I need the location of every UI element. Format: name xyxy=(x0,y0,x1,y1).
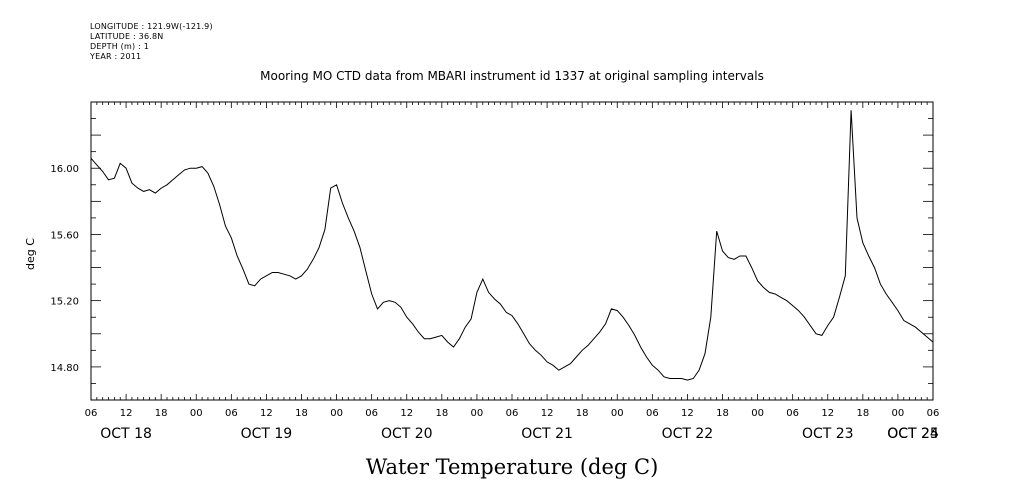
x-axis-label: Water Temperature (deg C) xyxy=(366,455,659,479)
x-tick-label: 06 xyxy=(506,408,519,419)
x-tick-label: 18 xyxy=(716,408,729,419)
x-day-label: OCT 22 xyxy=(662,426,714,442)
x-day-label: OCT 20 xyxy=(381,426,433,442)
x-tick-label: 06 xyxy=(927,408,940,419)
x-tick-label: 18 xyxy=(295,408,308,419)
x-tick-label: 18 xyxy=(856,408,869,419)
chart-title: Mooring MO CTD data from MBARI instrumen… xyxy=(260,69,764,83)
x-day-label: OCT 25 xyxy=(887,426,939,442)
x-tick-label: 00 xyxy=(611,408,624,419)
x-day-label: OCT 19 xyxy=(241,426,293,442)
y-tick-label: 15.60 xyxy=(50,230,79,241)
x-tick-label: 12 xyxy=(120,408,133,419)
x-day-label: OCT 24 xyxy=(887,426,939,442)
x-tick-label: 12 xyxy=(260,408,273,419)
x-tick-label: 12 xyxy=(400,408,413,419)
data-series xyxy=(90,110,934,381)
x-tick-label: 00 xyxy=(751,408,764,419)
x-tick-label: 06 xyxy=(646,408,659,419)
metadata-block: LONGITUDE : 121.9W(-121.9) LATITUDE : 36… xyxy=(90,22,213,62)
x-tick-label: 18 xyxy=(155,408,168,419)
x-tick-label: 06 xyxy=(225,408,238,419)
y-tick-label: 15.20 xyxy=(50,297,79,308)
x-tick-label: 00 xyxy=(471,408,484,419)
y-tick-label: 16.00 xyxy=(50,164,79,175)
x-tick-label: 12 xyxy=(541,408,554,419)
x-day-label: OCT 21 xyxy=(521,426,573,442)
y-tick-label: 14.80 xyxy=(50,363,79,374)
x-day-label: OCT 18 xyxy=(100,426,152,442)
year-text: YEAR : 2011 xyxy=(90,52,142,61)
y-axis-label: deg C xyxy=(24,238,37,270)
x-tick-label: 06 xyxy=(786,408,799,419)
temperature-line xyxy=(90,110,934,381)
x-tick-label: 18 xyxy=(435,408,448,419)
depth-text: DEPTH (m) : 1 xyxy=(90,42,149,51)
axes: 06 12 18 00 06 12 18 00 06 12 18 00 06 12 18 00 06 12 18 00… xyxy=(50,101,940,442)
x-tick-label: 12 xyxy=(821,408,834,419)
x-tick-label: 00 xyxy=(892,408,905,419)
longitude-text: LONGITUDE : 121.9W(-121.9) xyxy=(90,22,213,31)
x-tick-label: 06 xyxy=(85,408,98,419)
x-tick-label: 00 xyxy=(330,408,343,419)
plot-frame xyxy=(90,101,934,401)
x-day-label: OCT 23 xyxy=(802,426,854,442)
x-tick-label: 00 xyxy=(190,408,203,419)
latitude-text: LATITUDE : 36.8N xyxy=(90,32,164,41)
x-tick-label: 12 xyxy=(681,408,694,419)
x-tick-label: 18 xyxy=(576,408,589,419)
x-tick-label: 06 xyxy=(365,408,378,419)
